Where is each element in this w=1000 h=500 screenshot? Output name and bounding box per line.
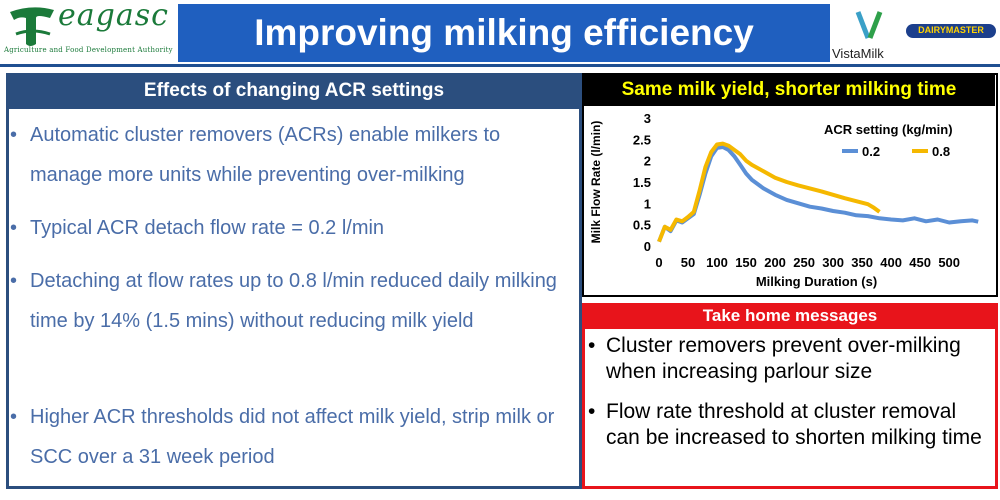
bullet-item: • Automatic cluster removers (ACRs) enab… [10, 115, 575, 195]
bullet-item: • Detaching at flow rates up to 0.8 l/mi… [10, 261, 575, 341]
y-axis-title: Milk Flow Rate (l/min) [589, 121, 603, 244]
teagasc-t-icon [10, 7, 54, 47]
x-tick-label: 200 [764, 255, 786, 270]
y-tick-label: 1 [644, 196, 651, 211]
logo-subtitle: Agriculture and Food Development Authori… [4, 46, 173, 54]
take-home-item: • Cluster removers prevent over-milking … [588, 334, 961, 383]
chart-title: Same milk yield, shorter milking time [583, 74, 995, 106]
dairymaster-label: DAIRYMASTER [918, 25, 984, 35]
legend-title: ACR setting (kg/min) [824, 122, 953, 137]
x-tick-label: 400 [880, 255, 902, 270]
y-tick-label: 2.5 [633, 132, 651, 147]
dairymaster-icon [906, 24, 996, 38]
y-tick-label: 1.5 [633, 175, 651, 190]
legend-label-0.2: 0.2 [862, 144, 880, 159]
header-divider [0, 64, 1000, 67]
y-tick-label: 0.5 [633, 218, 651, 233]
bullet-icon: • [10, 124, 18, 146]
bullet-icon: • [10, 406, 18, 428]
take-home-panel [582, 303, 998, 489]
x-tick-label: 450 [909, 255, 931, 270]
bullet-icon: • [10, 217, 18, 239]
x-axis-title: Milking Duration (s) [756, 274, 877, 289]
acr-effects-heading: Effects of changing ACR settings [6, 73, 582, 109]
bullet-icon: • [588, 400, 596, 423]
milk-flow-chart: 0 0.5 1 1.5 2 2.5 3 0 50 100 150 200 250 300 350 400 450… [589, 111, 979, 289]
vistamilk-label: VistaMilk [832, 46, 884, 61]
y-tick-label: 0 [644, 239, 651, 254]
x-tick-label: 350 [851, 255, 873, 270]
acr-effects-panel [6, 73, 582, 489]
bullet-icon: • [588, 334, 596, 357]
bullet-item: • Higher ACR thresholds did not affect m… [10, 397, 575, 477]
take-home-item: • Flow rate threshold at cluster removal… [588, 400, 982, 449]
x-tick-label: 250 [793, 255, 815, 270]
legend-label-0.8: 0.8 [932, 144, 950, 159]
bullet-item: • Typical ACR detach flow rate = 0.2 l/m… [10, 208, 575, 248]
logo-wordmark: eagasc [58, 0, 169, 33]
x-tick-label: 300 [822, 255, 844, 270]
x-tick-label: 500 [938, 255, 960, 270]
page-title: Improving milking efficiency [254, 12, 754, 53]
y-tick-label: 3 [644, 111, 651, 126]
title-bar [178, 4, 830, 62]
teagasc-logo: eagasc Agriculture and Food Development … [0, 0, 175, 62]
y-tick-label: 2 [644, 154, 651, 169]
vistamilk-icon [855, 11, 883, 39]
bullet-icon: • [10, 270, 18, 292]
x-tick-label: 0 [655, 255, 662, 270]
x-tick-label: 150 [735, 255, 757, 270]
series-line-0.8 [657, 141, 881, 243]
dairymaster-logo: DAIRYMASTER [906, 20, 996, 42]
x-tick-label: 50 [681, 255, 695, 270]
take-home-heading: Take home messages [582, 303, 998, 329]
x-tick-label: 100 [706, 255, 728, 270]
